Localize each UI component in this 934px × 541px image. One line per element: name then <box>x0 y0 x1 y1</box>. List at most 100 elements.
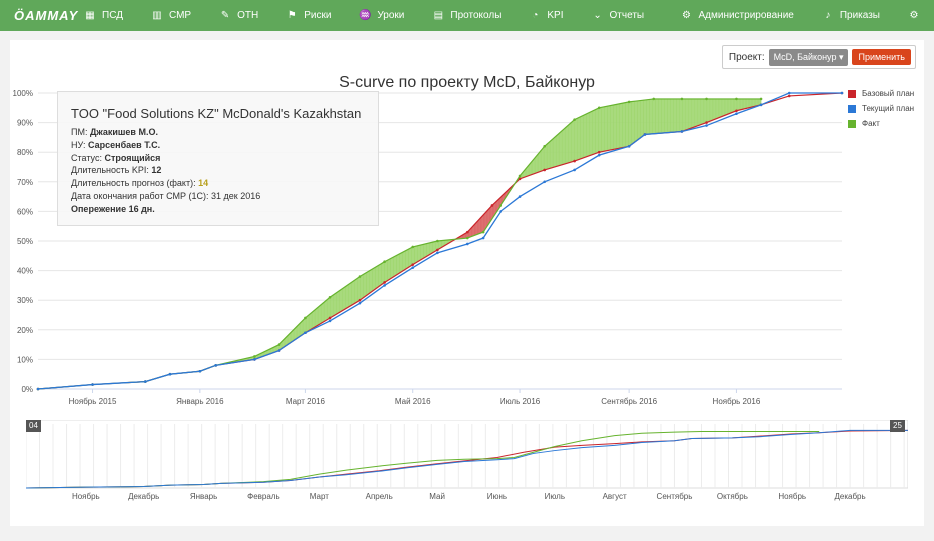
project-dropdown[interactable]: McD, Байконур ▾ <box>768 48 849 66</box>
fact-point[interactable] <box>652 97 656 101</box>
current-plan-point[interactable] <box>787 91 791 95</box>
base-plan-point[interactable] <box>518 177 522 181</box>
nav-right-item-2[interactable]: ⚙ <box>894 0 934 31</box>
fact-point[interactable] <box>481 230 485 234</box>
current-plan-point[interactable] <box>214 364 217 367</box>
fact-point[interactable] <box>304 316 307 320</box>
current-plan-point[interactable] <box>759 103 763 107</box>
current-plan-point[interactable] <box>304 331 307 335</box>
current-plan-point[interactable] <box>481 236 485 240</box>
deviation-area <box>691 98 696 129</box>
base-plan-point[interactable] <box>436 248 439 252</box>
fact-point[interactable] <box>680 97 684 101</box>
info-nu: НУ: Сарсенбаев Т.С. <box>71 139 365 152</box>
base-plan-point[interactable] <box>411 263 415 266</box>
nav-right-item-0[interactable]: ⚙ Администрирование <box>666 0 807 31</box>
nav-item-4[interactable]: ♒ Уроки <box>345 0 418 31</box>
current-plan-point[interactable] <box>168 372 172 376</box>
chart-legend: Базовый план Текущий план Факт <box>848 86 914 131</box>
navigator-handle-left[interactable]: 04 <box>26 420 41 432</box>
deviation-area <box>619 102 623 149</box>
current-plan-point[interactable] <box>91 383 94 386</box>
deviation-area <box>402 250 406 272</box>
base-plan-point[interactable] <box>573 159 576 163</box>
base-plan-point[interactable] <box>543 168 546 172</box>
fact-point[interactable] <box>573 118 576 121</box>
fact-point[interactable] <box>411 245 415 249</box>
x-tick-label: Январь 2016 <box>176 397 224 406</box>
nav-item-0[interactable]: ▦ ПСД <box>70 0 137 31</box>
fact-point[interactable] <box>436 239 439 243</box>
nav-item-7[interactable]: ⌄ Отчеты <box>578 0 659 31</box>
nav-item-1[interactable]: ▥ СМР <box>137 0 205 31</box>
fact-point[interactable] <box>253 355 256 358</box>
fact-point[interactable] <box>499 204 502 207</box>
base-plan-point[interactable] <box>597 150 601 154</box>
navigator-handle-right[interactable]: 25 <box>890 420 905 432</box>
current-plan-point[interactable] <box>627 144 631 148</box>
navigator-tick-label: Ноябрь <box>72 492 100 501</box>
base-plan-point[interactable] <box>328 316 332 320</box>
x-tick-label: Ноябрь 2016 <box>713 397 761 406</box>
nav-right-item-1[interactable]: ♪ Приказы <box>808 0 894 31</box>
current-plan-point[interactable] <box>358 301 362 305</box>
y-tick-label: 0% <box>21 385 33 394</box>
fact-point[interactable] <box>383 260 386 264</box>
base-plan-point[interactable] <box>705 121 708 124</box>
current-plan-point[interactable] <box>518 195 522 198</box>
base-plan-point[interactable] <box>735 109 738 113</box>
current-plan-point[interactable] <box>436 251 439 255</box>
deviation-area <box>730 98 735 114</box>
current-plan-point[interactable] <box>840 91 844 95</box>
fact-point[interactable] <box>627 100 631 104</box>
base-plan-point[interactable] <box>465 230 469 234</box>
navigator-frame <box>26 420 908 489</box>
apply-button[interactable]: Применить <box>852 49 911 65</box>
current-plan-point[interactable] <box>573 168 576 172</box>
current-plan-point[interactable] <box>36 387 40 391</box>
fact-point[interactable] <box>518 174 522 178</box>
brand-logo[interactable]: ÖAMMAY <box>14 8 79 23</box>
nav-item-5[interactable]: ▤ Протоколы <box>418 0 515 31</box>
current-plan-point[interactable] <box>543 180 546 184</box>
current-plan-point[interactable] <box>705 124 708 127</box>
current-plan-point[interactable] <box>198 369 202 373</box>
nav-item-6[interactable]: ◔ KPI <box>515 0 577 31</box>
nav-current-plan-line[interactable] <box>26 429 908 489</box>
current-plan-point[interactable] <box>383 284 386 287</box>
hammer-icon: ✎ <box>220 10 230 21</box>
fact-point[interactable] <box>705 97 708 101</box>
current-plan-point[interactable] <box>735 112 738 116</box>
current-plan-point[interactable] <box>643 133 647 136</box>
fact-point[interactable] <box>358 275 362 278</box>
x-tick-label: Июль 2016 <box>500 397 541 406</box>
base-plan-point[interactable] <box>358 298 362 302</box>
base-plan-point[interactable] <box>787 94 791 98</box>
current-plan-point[interactable] <box>499 210 502 213</box>
info-forecast: Длительность прогноз (факт): 14 <box>71 177 365 190</box>
current-plan-point[interactable] <box>597 153 601 157</box>
legend-item-base[interactable]: Базовый план <box>848 86 914 101</box>
base-plan-point[interactable] <box>383 281 386 284</box>
current-plan-point[interactable] <box>680 130 684 133</box>
current-plan-point[interactable] <box>277 349 281 352</box>
fact-point[interactable] <box>328 295 332 299</box>
nav-item-2[interactable]: ✎ ОТН <box>205 0 272 31</box>
legend-item-fact[interactable]: Факт <box>848 116 914 131</box>
legend-item-current[interactable]: Текущий план <box>848 101 914 116</box>
fact-point[interactable] <box>465 236 469 240</box>
current-plan-point[interactable] <box>411 266 415 269</box>
navigator-chart[interactable]: Ноябрь Декабрь Январь Февраль Март Апрель Май И… <box>26 420 908 520</box>
current-plan-point[interactable] <box>465 242 469 246</box>
deviation-area <box>652 98 656 135</box>
fact-point[interactable] <box>735 97 738 101</box>
current-plan-point[interactable] <box>253 358 256 361</box>
fact-point[interactable] <box>277 343 281 346</box>
fact-point[interactable] <box>597 106 601 110</box>
fact-point[interactable] <box>543 144 546 148</box>
nav-item-3[interactable]: ⚑ Риски <box>272 0 345 31</box>
current-plan-point[interactable] <box>328 319 332 323</box>
fact-point[interactable] <box>759 97 763 101</box>
current-plan-point[interactable] <box>144 380 147 383</box>
base-plan-point[interactable] <box>490 204 494 207</box>
